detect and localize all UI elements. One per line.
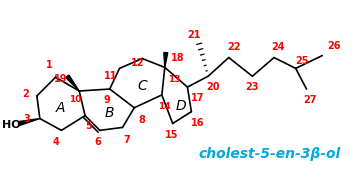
Polygon shape bbox=[19, 119, 40, 125]
Text: 17: 17 bbox=[191, 93, 204, 103]
Text: 6: 6 bbox=[94, 137, 101, 147]
Text: cholest-5-en-3β-ol: cholest-5-en-3β-ol bbox=[199, 147, 341, 161]
Text: A: A bbox=[56, 101, 65, 115]
Text: 26: 26 bbox=[327, 41, 341, 51]
Text: 3: 3 bbox=[24, 114, 30, 124]
Text: 1: 1 bbox=[46, 60, 53, 70]
Text: 18: 18 bbox=[171, 53, 184, 63]
Text: 19: 19 bbox=[54, 74, 67, 84]
Text: 20: 20 bbox=[206, 82, 220, 92]
Text: 24: 24 bbox=[271, 42, 285, 52]
Polygon shape bbox=[66, 75, 79, 91]
Text: B: B bbox=[105, 106, 114, 120]
Text: 14: 14 bbox=[159, 102, 171, 111]
Text: 8: 8 bbox=[139, 115, 146, 125]
Text: 16: 16 bbox=[191, 118, 204, 128]
Text: 13: 13 bbox=[168, 75, 181, 84]
Text: 4: 4 bbox=[52, 137, 59, 147]
Text: 23: 23 bbox=[246, 82, 259, 92]
Text: C: C bbox=[137, 79, 147, 93]
Text: 27: 27 bbox=[304, 95, 317, 105]
Text: HO: HO bbox=[2, 120, 21, 130]
Text: 5: 5 bbox=[86, 122, 93, 131]
Text: 11: 11 bbox=[104, 71, 117, 81]
Text: 9: 9 bbox=[103, 95, 110, 105]
Text: 21: 21 bbox=[188, 30, 201, 40]
Text: 10: 10 bbox=[69, 95, 81, 104]
Polygon shape bbox=[164, 53, 168, 67]
Text: 7: 7 bbox=[123, 135, 130, 145]
Text: 15: 15 bbox=[165, 130, 179, 140]
Text: D: D bbox=[175, 99, 186, 113]
Text: 25: 25 bbox=[295, 55, 308, 66]
Text: 2: 2 bbox=[23, 89, 29, 99]
Text: 22: 22 bbox=[227, 42, 240, 52]
Text: 12: 12 bbox=[131, 58, 144, 68]
